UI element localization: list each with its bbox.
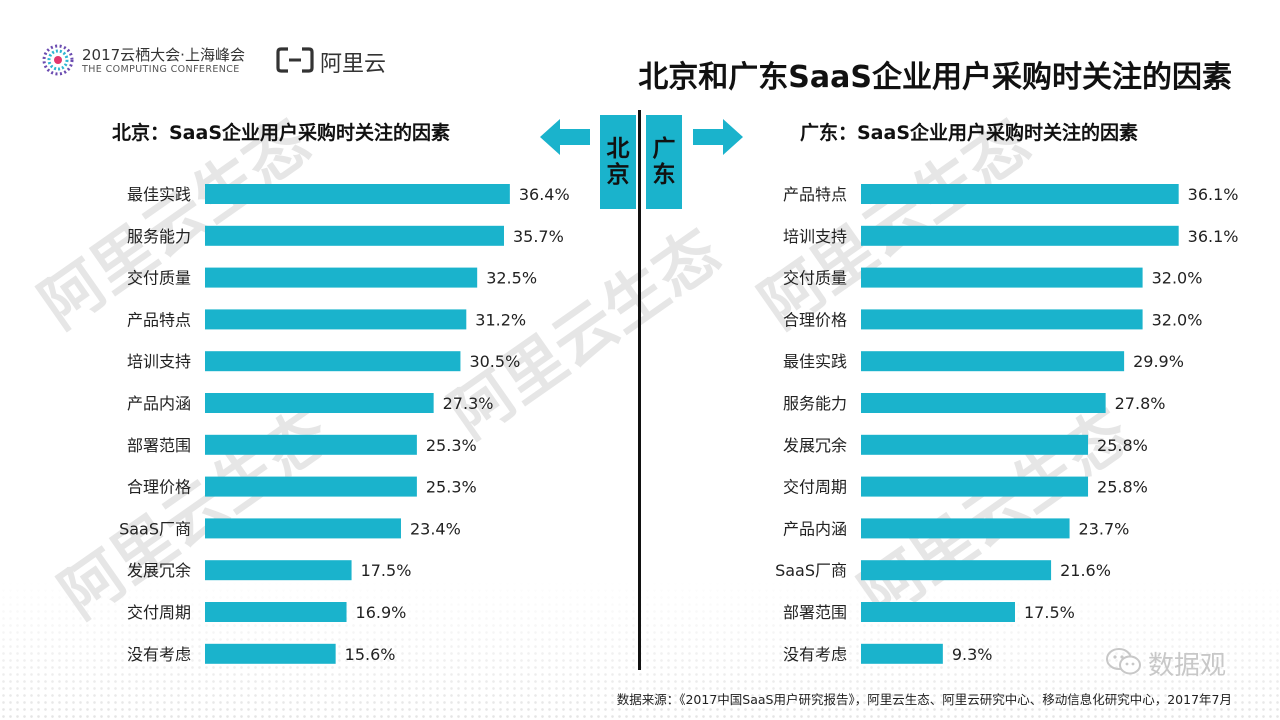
beijing-category-label: 发展冗余 [127, 561, 191, 580]
guangdong-value-label: 25.8% [1097, 436, 1148, 455]
beijing-value-label: 17.5% [361, 561, 412, 580]
guangdong-bar [861, 602, 1015, 622]
guangdong-value-label: 25.8% [1097, 478, 1148, 497]
beijing-bar-chart: 最佳实践 36.4% 服务能力 35.7% 交付质量 32.5% 产品特点 31.2% 培训支持… [0, 172, 640, 682]
conference-subtitle: THE COMPUTING CONFERENCE [82, 64, 240, 75]
guangdong-bar [861, 476, 1089, 497]
beijing-category-label: 合理价格 [127, 478, 191, 497]
guangdong-bar [861, 184, 1179, 204]
beijing-value-label: 31.2% [475, 310, 526, 329]
guangdong-bar [861, 267, 1143, 288]
beijing-category-label: 部署范围 [127, 436, 191, 455]
guangdong-bar [861, 351, 1125, 372]
beijing-bar [205, 267, 478, 288]
beijing-bar [205, 309, 467, 330]
guangdong-bar [861, 393, 1106, 413]
beijing-bar [205, 393, 434, 413]
guangdong-category-label: 合理价格 [783, 310, 847, 329]
badge-text: 数据观 [1148, 651, 1227, 681]
guangdong-category-label: 交付质量 [783, 269, 847, 288]
conference-dots-icon [42, 44, 74, 76]
beijing-bar [205, 643, 336, 664]
beijing-tag: 北 京 [600, 115, 636, 209]
beijing-category-label: SaaS厂商 [119, 519, 191, 538]
left-arrow-icon [540, 119, 590, 155]
beijing-category-label: 培训支持 [127, 352, 191, 371]
center-divider [638, 110, 641, 670]
guangdong-bar [861, 518, 1070, 539]
beijing-value-label: 16.9% [356, 603, 407, 622]
beijing-value-label: 25.3% [426, 436, 477, 455]
beijing-value-label: 23.4% [410, 519, 461, 538]
guangdong-value-label: 36.1% [1188, 227, 1239, 246]
guangdong-bar [861, 643, 943, 664]
guangdong-category-label: SaaS厂商 [775, 561, 847, 580]
beijing-value-label: 25.3% [426, 478, 477, 497]
beijing-value-label: 35.7% [513, 227, 564, 246]
guangdong-category-label: 发展冗余 [783, 436, 847, 455]
guangdong-bar [861, 309, 1143, 330]
beijing-category-label: 最佳实践 [127, 185, 191, 204]
beijing-value-label: 30.5% [469, 352, 520, 371]
beijing-category-label: 产品特点 [127, 310, 191, 329]
guangdong-value-label: 23.7% [1079, 519, 1130, 538]
guangdong-bar [861, 560, 1052, 581]
guangdong-value-label: 17.5% [1024, 603, 1075, 622]
guangdong-value-label: 27.8% [1115, 394, 1166, 413]
beijing-bar [205, 518, 401, 539]
guangdong-value-label: 32.0% [1152, 269, 1203, 288]
page-title: 北京和广东SaaS企业用户采购时关注的因素 [638, 60, 1232, 95]
beijing-chart-title: 北京：SaaS企业用户采购时关注的因素 [112, 122, 451, 144]
aliyun-brand-text: 阿里云 [320, 52, 387, 77]
aliyun-logo: 阿里云 [276, 44, 386, 78]
beijing-bar [205, 184, 510, 204]
beijing-category-label: 产品内涵 [127, 394, 191, 413]
conference-logo: 2017云栖大会·上海峰会 THE COMPUTING CONFERENCE [40, 40, 260, 80]
beijing-bar [205, 560, 352, 581]
guangdong-value-label: 9.3% [952, 645, 993, 664]
beijing-bar [205, 225, 504, 246]
guangdong-category-label: 部署范围 [783, 603, 847, 622]
beijing-category-label: 交付周期 [127, 603, 191, 622]
beijing-category-label: 交付质量 [127, 269, 191, 288]
guangdong-value-label: 32.0% [1152, 310, 1203, 329]
guangdong-value-label: 29.9% [1133, 352, 1184, 371]
guangdong-tag-text: 广 东 [652, 136, 676, 188]
beijing-tag-text: 北 京 [606, 136, 630, 188]
beijing-value-label: 27.3% [443, 394, 494, 413]
beijing-bar [205, 434, 417, 455]
data-source-note: 数据来源：《2017中国SaaS用户研究报告》，阿里云生态、阿里云研究中心、移动… [616, 692, 1232, 707]
beijing-category-label: 服务能力 [127, 227, 191, 246]
beijing-category-label: 没有考虑 [127, 645, 191, 664]
beijing-value-label: 15.6% [345, 645, 396, 664]
beijing-value-label: 32.5% [486, 269, 537, 288]
guangdong-category-label: 服务能力 [783, 394, 847, 413]
beijing-bar-chart-svg: 最佳实践 36.4% 服务能力 35.7% 交付质量 32.5% 产品特点 31.2% 培训支持… [119, 184, 570, 664]
beijing-bar [205, 602, 347, 622]
guangdong-category-label: 培训支持 [783, 227, 847, 246]
guangdong-category-label: 交付周期 [783, 478, 847, 497]
guangdong-value-label: 21.6% [1060, 561, 1111, 580]
guangdong-category-label: 产品特点 [783, 185, 847, 204]
beijing-bar [205, 476, 417, 497]
guangdong-bar [861, 434, 1089, 455]
guangdong-bar-chart-svg: 产品特点 36.1% 培训支持 36.1% 交付质量 32.0% 合理价格 32.0% 最佳实践… [775, 184, 1239, 664]
wechat-badge: 数据观 [1106, 645, 1256, 681]
wechat-icon [1106, 648, 1141, 675]
aliyun-bracket-icon [276, 47, 314, 73]
guangdong-chart-title: 广东：SaaS企业用户采购时关注的因素 [800, 122, 1139, 144]
right-arrow-icon [693, 119, 743, 155]
beijing-value-label: 36.4% [519, 185, 570, 204]
guangdong-bar-chart: 产品特点 36.1% 培训支持 36.1% 交付质量 32.0% 合理价格 32.0% 最佳实践… [640, 172, 1280, 682]
guangdong-value-label: 36.1% [1188, 185, 1239, 204]
guangdong-category-label: 没有考虑 [783, 645, 847, 664]
guangdong-category-label: 产品内涵 [783, 519, 847, 538]
beijing-bar [205, 351, 461, 372]
guangdong-category-label: 最佳实践 [783, 352, 847, 371]
guangdong-tag: 广 东 [646, 115, 682, 209]
conference-title: 2017云栖大会·上海峰会 [82, 46, 245, 64]
guangdong-bar [861, 225, 1179, 246]
